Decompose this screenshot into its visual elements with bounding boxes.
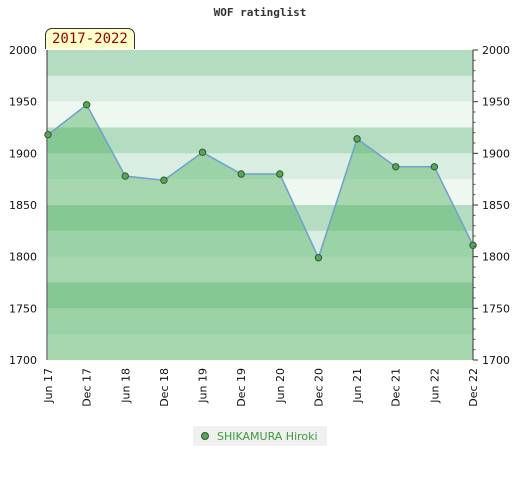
x-tick-label: Jun 17 <box>42 368 55 404</box>
markers <box>44 101 477 262</box>
legend[interactable]: SHIKAMURA Hiroki <box>193 426 327 446</box>
x-tick-label: Jun 18 <box>119 368 132 404</box>
x-tick-label: Dec 19 <box>235 368 248 407</box>
y-tick-label-right: 1850 <box>482 199 510 212</box>
data-point <box>430 163 439 171</box>
grid-band <box>47 282 473 309</box>
series-line-group <box>47 103 474 260</box>
y-axis-left: 1700 1750 1800 1850 1900 1950 2000 <box>9 44 37 367</box>
y-tick-label-right: 1700 <box>482 354 510 367</box>
y-tick-label-right: 1750 <box>482 302 510 315</box>
chart-title: WOF ratinglist <box>213 6 307 19</box>
x-tick-label: Dec 20 <box>312 368 325 407</box>
grid-band <box>47 101 473 128</box>
x-tick-label: Dec 21 <box>390 368 403 407</box>
y-tick-label-left: 1900 <box>9 147 37 160</box>
y-tick-label-right: 1800 <box>482 251 510 264</box>
data-point <box>121 172 129 180</box>
data-point <box>160 176 168 184</box>
background-bands <box>47 50 473 360</box>
data-point <box>276 170 284 178</box>
x-tick-label: Jun 22 <box>428 368 441 404</box>
data-point <box>314 254 323 262</box>
y-tick-label-left: 1850 <box>9 199 37 212</box>
grid-band <box>47 127 473 154</box>
y-tick-label-left: 1950 <box>9 96 37 109</box>
x-tick-label: Dec 22 <box>467 368 480 407</box>
data-point <box>44 131 52 139</box>
series-line <box>47 103 474 260</box>
grid-band <box>47 75 473 102</box>
data-point <box>392 163 400 171</box>
y-tick-label-right: 1900 <box>482 147 510 160</box>
y-tick-label-right: 1950 <box>482 96 510 109</box>
x-axis: Jun 17 Dec 17 Jun 18 Dec 18 Jun 19 Dec 19 Jun … <box>42 368 480 407</box>
grid-band <box>47 179 473 205</box>
y-axis-right: 1700 1750 1800 1850 1900 1950 2000 <box>473 44 510 367</box>
period-badge: 2017-2022 <box>45 28 135 49</box>
grid-band <box>47 308 473 335</box>
grid-band <box>47 256 473 283</box>
data-point <box>469 241 477 250</box>
x-tick-label: Jun 21 <box>351 368 364 404</box>
series-area <box>48 104 473 361</box>
data-point <box>237 170 245 178</box>
grid-band <box>47 334 473 360</box>
grid-band <box>47 50 473 76</box>
y-tick-label-right: 2000 <box>482 44 510 57</box>
y-tick-label-left: 1800 <box>9 251 37 264</box>
data-point <box>198 148 207 157</box>
x-tick-label: Jun 19 <box>197 368 210 404</box>
x-tick-label: Dec 18 <box>158 368 171 407</box>
x-tick-label: Dec 17 <box>81 368 94 407</box>
data-point <box>353 135 361 143</box>
y-tick-label-left: 1700 <box>9 354 37 367</box>
grid-band <box>47 230 473 257</box>
area-fill-group <box>48 104 473 361</box>
y-tick-label-left: 1750 <box>9 302 37 315</box>
y-tick-label-left: 2000 <box>9 44 37 57</box>
x-tick-label: Jun 20 <box>274 368 287 404</box>
legend-marker <box>201 432 209 440</box>
legend-series-label: SHIKAMURA Hiroki <box>217 429 318 443</box>
data-point <box>82 101 91 109</box>
grid-band <box>47 205 473 231</box>
